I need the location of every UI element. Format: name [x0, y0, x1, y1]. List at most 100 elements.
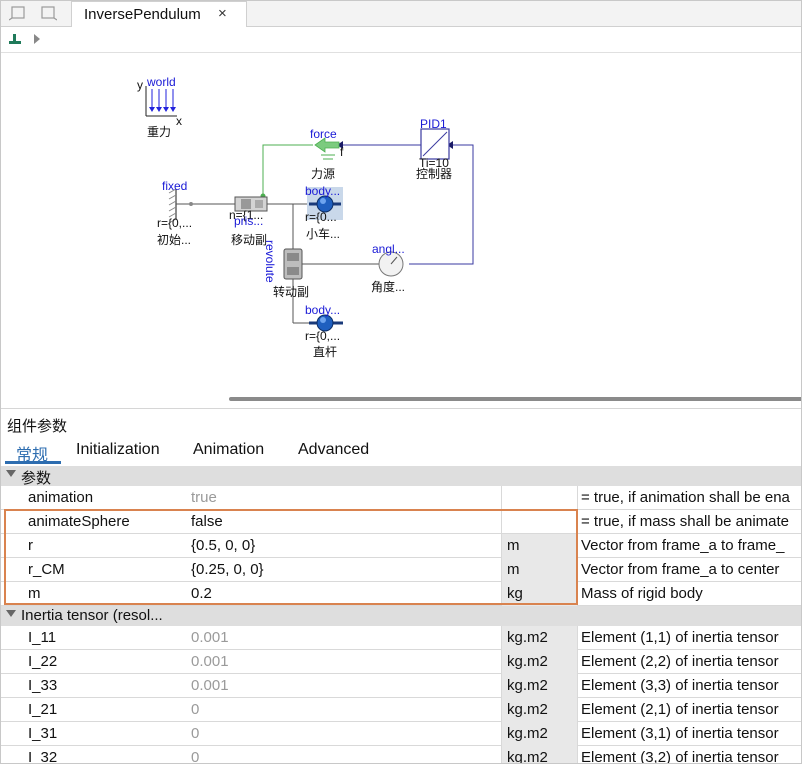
world-name: world — [147, 75, 176, 89]
active-tab-indicator — [5, 461, 61, 464]
revolute-name: revolute — [263, 240, 277, 283]
tab-close-icon[interactable]: × — [218, 5, 227, 22]
param-name: I_11 — [28, 629, 57, 646]
section-params[interactable]: 参数 — [1, 466, 801, 487]
fixed-name: fixed — [162, 179, 188, 193]
diagram-wires — [145, 86, 474, 332]
param-value[interactable]: 0.2 — [191, 585, 212, 602]
param-desc: Element (2,1) of inertia tensor — [577, 698, 801, 722]
param-desc: Vector from frame_a to frame_ — [577, 534, 801, 558]
cart-body-component[interactable] — [307, 187, 343, 220]
param-row-r-cm[interactable]: r_CM {0.25, 0, 0} m Vector from frame_a … — [1, 558, 801, 582]
pid-name: PID1 — [420, 117, 447, 131]
param-value[interactable]: true — [191, 489, 217, 506]
param-value[interactable]: false — [191, 513, 223, 530]
param-row-i11[interactable]: I_11 0.001 kg.m2 Element (1,1) of inerti… — [1, 626, 801, 650]
section-label: Inertia tensor (resol... — [21, 607, 163, 624]
param-row-i33[interactable]: I_33 0.001 kg.m2 Element (3,3) of inerti… — [1, 674, 801, 698]
revolute-component[interactable] — [283, 248, 303, 280]
tab-advanced[interactable]: Advanced — [298, 441, 370, 458]
component-params-panel: 组件参数 常规 Initialization Animation Advance… — [1, 408, 801, 764]
param-row-i22[interactable]: I_22 0.001 kg.m2 Element (2,2) of inerti… — [1, 650, 801, 674]
param-name: I_31 — [28, 725, 58, 742]
world-axis-x: x — [176, 114, 182, 128]
cart-param: r={0... — [305, 210, 337, 224]
param-name: I_32 — [28, 749, 58, 764]
breadcrumb-toolbar — [1, 27, 801, 53]
world-axis-y: y — [137, 78, 143, 92]
param-unit[interactable]: kg.m2 — [501, 626, 577, 650]
param-unit[interactable]: kg.m2 — [501, 650, 577, 674]
param-unit[interactable]: kg.m2 — [501, 722, 577, 746]
param-value[interactable]: 0.001 — [191, 653, 229, 670]
param-desc: Vector from frame_a to center — [577, 558, 801, 582]
param-desc: Mass of rigid body — [577, 582, 801, 606]
prismatic-param: n={1... — [229, 208, 264, 222]
rod-body-component[interactable] — [309, 314, 343, 332]
param-unit[interactable]: kg.m2 — [501, 698, 577, 722]
param-value[interactable]: 0.001 — [191, 677, 229, 694]
param-row-m[interactable]: m 0.2 kg Mass of rigid body — [1, 582, 801, 606]
model-icon[interactable] — [8, 32, 24, 46]
param-unit[interactable]: kg — [501, 582, 577, 606]
param-unit — [501, 486, 577, 510]
param-name: r — [28, 537, 33, 554]
prismatic-component[interactable] — [234, 196, 268, 212]
tab-initialization[interactable]: Initialization — [76, 441, 160, 458]
param-unit[interactable]: kg.m2 — [501, 674, 577, 698]
chevron-right-icon[interactable] — [33, 34, 41, 44]
diagram-canvas[interactable]: y world x 重力 fixed r={0,... 初始... n={1..… — [1, 54, 801, 396]
rod-label: 直杆 — [313, 345, 338, 359]
collapse-triangle-icon[interactable] — [6, 470, 16, 477]
param-row-i21[interactable]: I_21 0 kg.m2 Element (2,1) of inertia te… — [1, 698, 801, 722]
param-desc: = true, if mass shall be animate — [577, 510, 801, 534]
tab-general[interactable]: 常规 — [16, 447, 49, 464]
param-row-i32[interactable]: I_32 0 kg.m2 Element (3,2) of inertia te… — [1, 746, 801, 764]
param-unit[interactable]: m — [501, 534, 577, 558]
collapse-triangle-icon[interactable] — [6, 610, 16, 617]
params-tabs: 常规 Initialization Animation Advanced — [1, 439, 801, 465]
fixed-param: r={0,... — [157, 216, 193, 230]
param-unit[interactable]: m — [501, 558, 577, 582]
tab-animation[interactable]: Animation — [193, 441, 265, 458]
param-name: I_33 — [28, 677, 58, 694]
param-name: animateSphere — [28, 513, 130, 530]
param-desc: Element (3,3) of inertia tensor — [577, 674, 801, 698]
param-desc: Element (1,1) of inertia tensor — [577, 626, 801, 650]
param-row-animation[interactable]: animation true = true, if animation shal… — [1, 486, 801, 510]
force-label: 力源 — [311, 167, 336, 181]
param-name: I_22 — [28, 653, 58, 670]
param-unit — [501, 510, 577, 534]
force-component[interactable] — [314, 137, 340, 160]
pid-label: 控制器 — [416, 167, 453, 181]
world-component[interactable] — [145, 86, 177, 117]
param-value[interactable]: 0 — [191, 749, 200, 764]
pid-component[interactable] — [420, 128, 450, 160]
back-icon[interactable] — [9, 5, 27, 21]
rod-name: body... — [305, 303, 341, 317]
param-desc: = true, if animation shall be ena — [577, 486, 801, 510]
param-row-i31[interactable]: I_31 0 kg.m2 Element (3,1) of inertia te… — [1, 722, 801, 746]
param-value[interactable]: {0.25, 0, 0} — [191, 561, 264, 578]
param-value[interactable]: 0 — [191, 701, 200, 718]
fixed-label: 初始... — [157, 233, 192, 247]
section-label: 参数 — [21, 470, 52, 487]
editor-tabbar: InversePendulum × — [1, 1, 801, 27]
param-unit[interactable]: kg.m2 — [501, 746, 577, 763]
tab-label: InversePendulum — [84, 6, 201, 23]
panel-title: 组件参数 — [7, 418, 68, 435]
angle-sensor-component[interactable] — [378, 251, 404, 277]
param-value[interactable]: 0 — [191, 725, 200, 742]
tab-inverse-pendulum[interactable]: InversePendulum × — [71, 1, 247, 27]
param-row-animatesphere[interactable]: animateSphere false = true, if mass shal… — [1, 510, 801, 534]
canvas-horizontal-scrollbar[interactable] — [229, 397, 801, 401]
param-name: I_21 — [28, 701, 58, 718]
rod-param: r={0,... — [305, 329, 341, 343]
param-value[interactable]: 0.001 — [191, 629, 229, 646]
prismatic-label: 移动副 — [231, 233, 268, 247]
angle-label: 角度... — [371, 280, 406, 294]
param-row-r[interactable]: r {0.5, 0, 0} m Vector from frame_a to f… — [1, 534, 801, 558]
section-inertia[interactable]: Inertia tensor (resol... — [1, 606, 801, 626]
forward-icon[interactable] — [39, 5, 57, 21]
param-value[interactable]: {0.5, 0, 0} — [191, 537, 256, 554]
